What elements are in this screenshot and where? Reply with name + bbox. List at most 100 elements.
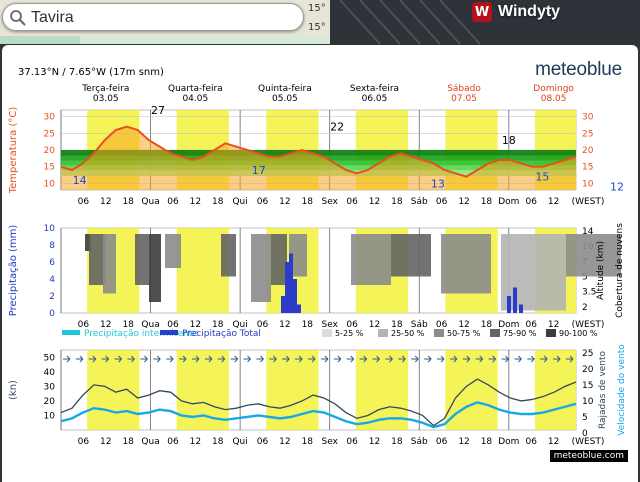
temp-min-label: 15 [535,171,549,184]
wind-ytick: 30 [44,382,56,392]
meteoblue-link[interactable]: meteoblue.com [549,450,628,462]
altitude-ytick: 14 [582,227,594,237]
wind-speed-line [60,401,577,429]
precip-ytick: 0 [49,309,55,319]
wind-direction-arrow [269,355,277,363]
legend-precip-inter: Precipitação intermitente [84,329,198,339]
x-tick-label: 12 [369,437,380,447]
speed-axis-label: Velocidade do vento [617,344,627,436]
windyty-logo-icon: W [472,2,492,22]
wind-direction-arrow [282,355,290,363]
cloud-cover-block [441,234,491,294]
x-tick-label: 12 [458,437,469,447]
cloud-legend-swatch [490,329,500,337]
wind-direction-arrow [359,355,367,363]
wind-direction-arrow [488,355,496,363]
cloud-cover-block [251,234,271,302]
wind-direction-arrow [475,355,484,363]
temperature-band [61,150,576,156]
x-tick-label: Qui [232,197,247,207]
x-tick-label: Qua [141,197,159,207]
wind-ytick: 50 [44,353,56,363]
day-date: 03.05 [93,94,119,104]
cloud-cover-block [271,234,287,285]
wind-direction-arrow [320,355,329,363]
precip-total-bar [293,279,297,313]
x-tick-label: 06 [78,320,90,330]
cloud-cover-block [85,234,91,251]
precip-axis-label: Precipitação (mm) [8,225,19,317]
cloud-cover-block [391,234,431,277]
legend-precip-total: Precipitação Total [182,329,261,339]
wind-direction-arrow [553,355,561,363]
x-tick-label: 18 [212,320,224,330]
x-tick-label: 12 [548,197,559,207]
wind-direction-arrow [230,355,239,363]
x-tick-label: 06 [436,320,448,330]
day-name: Domingo [533,84,574,94]
x-tick-label: 18 [212,197,224,207]
precip-ytick: 8 [49,241,55,251]
windyty-brand[interactable]: W Windyty [472,0,560,24]
x-tick-label: 18 [212,437,224,447]
wind-direction-arrow [372,355,380,363]
cloud-cover-block [149,234,161,302]
wind-direction-arrow [437,355,445,363]
x-tick-label: (WEST) [572,437,605,447]
wind-direction-arrow [462,355,471,363]
meteogram-popup: Terça-feira 03.05 Quarta-feira 04.05 Quinta-… [2,45,638,482]
meteoblue-logo[interactable]: meteoblue [535,59,622,80]
day-date: 05.05 [272,94,298,104]
search-box[interactable] [2,3,304,31]
day-name: Quinta-feira [258,84,312,94]
wind-direction-arrow [566,355,574,363]
x-tick-label: 12 [548,437,559,447]
x-tick-label: 12 [190,197,201,207]
cloud-cover-block [351,234,391,285]
wind-ytick-right: 15 [582,381,593,391]
cloud-legend-swatch [322,329,332,337]
x-tick-label: 18 [391,437,403,447]
x-tick-label: 06 [167,437,179,447]
search-icon[interactable] [9,9,27,27]
cloud-legend-swatch [378,329,388,337]
x-tick-label: 06 [167,197,179,207]
day-date: 06.05 [362,94,388,104]
temp-ytick-right: 15 [582,163,593,173]
wind-direction-arrow [527,355,535,363]
cloud-cover-block [103,234,116,294]
day-name: Sábado [447,84,481,94]
temp-min-label: 17 [252,164,266,177]
temp-ytick: 10 [44,179,56,189]
wind-ytick: 20 [44,397,56,407]
cloud-cover-block [165,234,181,268]
wind-ytick-right: 5 [582,413,588,423]
precip-ytick: 2 [49,292,55,302]
x-tick-label: 06 [346,320,358,330]
x-tick-label: 18 [302,197,314,207]
x-tick-label: 12 [190,320,201,330]
x-tick-label: 12 [279,197,290,207]
x-tick-label: 12 [369,197,380,207]
x-tick-label: 12 [190,437,201,447]
location-coordinates: 37.13°N / 7.65°W (17m snm) [18,67,164,78]
search-input[interactable] [31,8,291,28]
precip-total-bar [289,253,293,313]
x-tick-label: 12 [548,320,559,330]
x-tick-label: 12 [369,320,380,330]
day-date: 08.05 [541,94,567,104]
precip-total-bar [519,304,523,313]
x-tick-label: 06 [436,197,448,207]
day-date: 07.05 [451,94,477,104]
wind-direction-arrow [411,355,419,363]
daylight-band [176,350,229,430]
legend-swatch [62,330,80,335]
wind-axis-label: (kn) [8,380,19,400]
wind-direction-arrow [333,355,342,363]
cloud-axis-label: Cobertura de nuvens [615,223,625,318]
temp-max-label: 18 [502,134,516,147]
precip-total-bar [297,304,301,313]
wind-ytick: 40 [44,368,56,378]
temp-min-label: 12 [610,181,624,194]
